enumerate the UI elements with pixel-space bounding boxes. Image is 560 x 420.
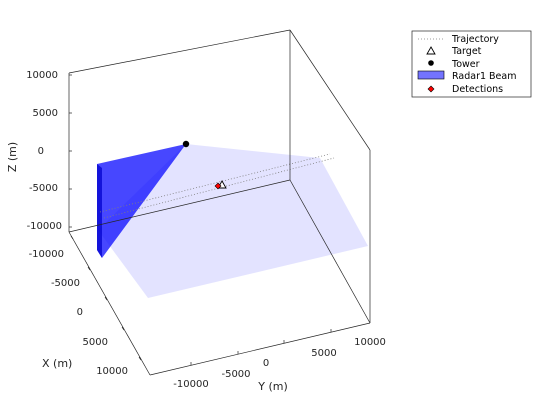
y-tick-label: 0 [263, 358, 269, 369]
legend-label: Detections [452, 84, 503, 95]
y-tick-label: 5000 [311, 348, 336, 359]
trajectory-line-lower [103, 157, 335, 219]
z-tick-label: 5000 [33, 108, 58, 119]
radar-beam-edge [97, 164, 102, 258]
legend-label: Trajectory [451, 34, 499, 45]
z-tick-label: -10000 [27, 221, 62, 232]
radar-beam [97, 144, 186, 258]
legend-detection-swatch [427, 85, 435, 93]
z-tick-label: 0 [38, 146, 44, 157]
trajectory-line [99, 153, 331, 213]
detection-marker [214, 182, 222, 190]
y-axis: -10000 -5000 0 5000 10000 Y (m) [173, 329, 386, 393]
x-tick-label: -10000 [29, 249, 64, 260]
tower-marker [182, 140, 190, 148]
legend: Trajectory Target Tower Radar1 Beam Dete… [411, 30, 532, 98]
legend-label: Target [451, 46, 482, 57]
y-tick-label: -5000 [221, 369, 250, 380]
legend-tower-swatch [428, 60, 434, 66]
radar-coverage-area [98, 144, 368, 298]
z-axis: 10000 5000 0 -5000 -10000 Z (m) [6, 70, 72, 232]
y-tick-label: -10000 [173, 379, 208, 390]
x-tick-label: -5000 [51, 278, 80, 289]
z-tick-label: 10000 [26, 70, 58, 81]
legend-target-swatch [426, 46, 436, 55]
legend-label: Radar1 Beam [452, 71, 516, 82]
y-tick-label: 10000 [354, 337, 386, 348]
z-axis-label: Z (m) [6, 142, 19, 172]
x-axis-label: X (m) [42, 357, 72, 370]
x-axis: -10000 -5000 0 5000 10000 X (m) [29, 235, 142, 377]
x-tick-label: 5000 [83, 337, 108, 348]
z-tick-label: -5000 [29, 183, 58, 194]
x-tick-label: 10000 [96, 366, 128, 377]
axes-box [68, 29, 371, 376]
legend-beam-swatch [417, 70, 445, 80]
y-axis-label: Y (m) [257, 380, 288, 393]
legend-label: Tower [451, 59, 480, 70]
x-tick-label: 0 [77, 307, 83, 318]
